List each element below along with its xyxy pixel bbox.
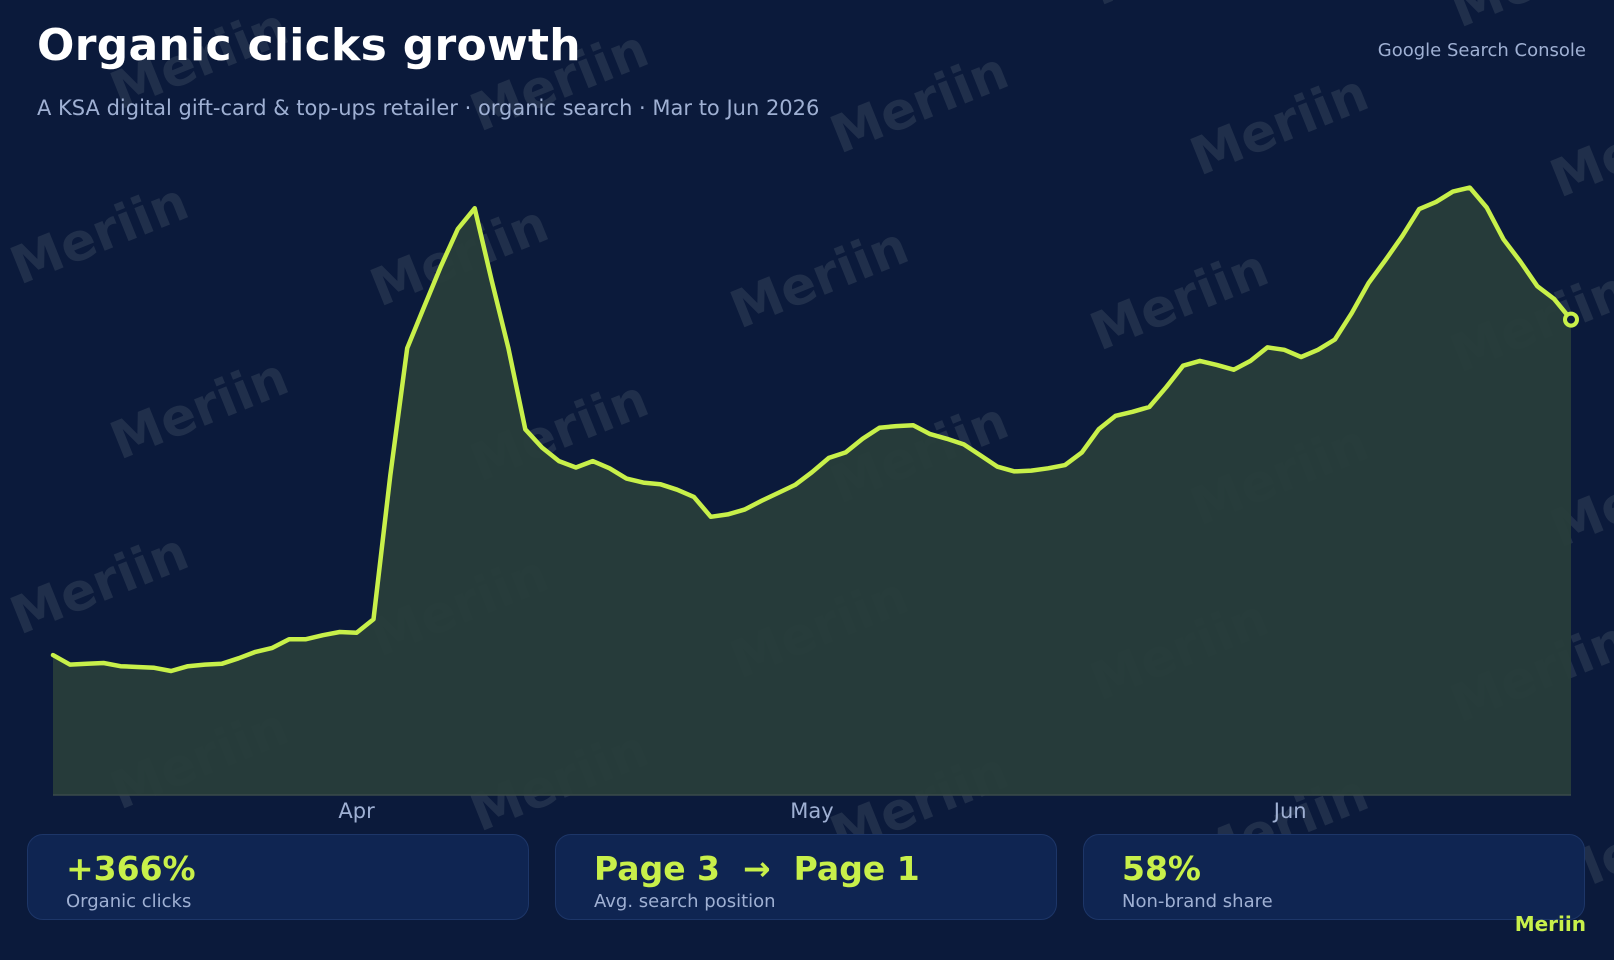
data-source: Google Search Console [1377,40,1586,61]
kpi-label: Organic clicks [66,891,192,912]
x-tick-label: Apr [338,799,375,823]
kpi-value: Page 3 → Page 1 [594,849,920,888]
clicks-area [53,187,1571,796]
watermark-text: Meriin [1082,0,1276,18]
watermark-text: Meriin [102,347,296,472]
chart-title: Organic clicks growth [37,20,581,71]
watermark-text: Meriin [1442,0,1614,40]
kpi-label: Non-brand share [1122,891,1273,912]
x-axis-ticks: Apr May Jun [338,799,1306,823]
kpi-label: Avg. search position [594,891,776,912]
watermark-text: Meriin [1182,63,1376,188]
x-tick-label: May [790,799,833,823]
kpi-card-organic-clicks: +366% Organic clicks [27,834,529,920]
watermark-text: Meriin [1082,238,1276,363]
watermark-text: Meriin [722,216,916,341]
watermark-text: Meriin [2,522,196,647]
watermark-text: Meriin [1542,85,1614,210]
kpi-value: 58% [1122,849,1201,888]
clicks-line [50,185,1574,674]
watermark-text: Meriin [822,41,1016,166]
kpi-value: +366% [66,849,196,888]
kpi-card-non-brand-share: 58% Non-brand share [1083,834,1585,920]
last-point-marker [1563,311,1579,328]
kpi-card-search-position: Page 3 → Page 1 Avg. search position [555,834,1057,920]
chart-subtitle: A KSA digital gift-card & top-ups retail… [37,96,820,120]
brand-logo-text: Meriin [1514,912,1586,936]
watermark-text: Meriin [2,172,196,297]
x-tick-label: Jun [1272,799,1307,823]
